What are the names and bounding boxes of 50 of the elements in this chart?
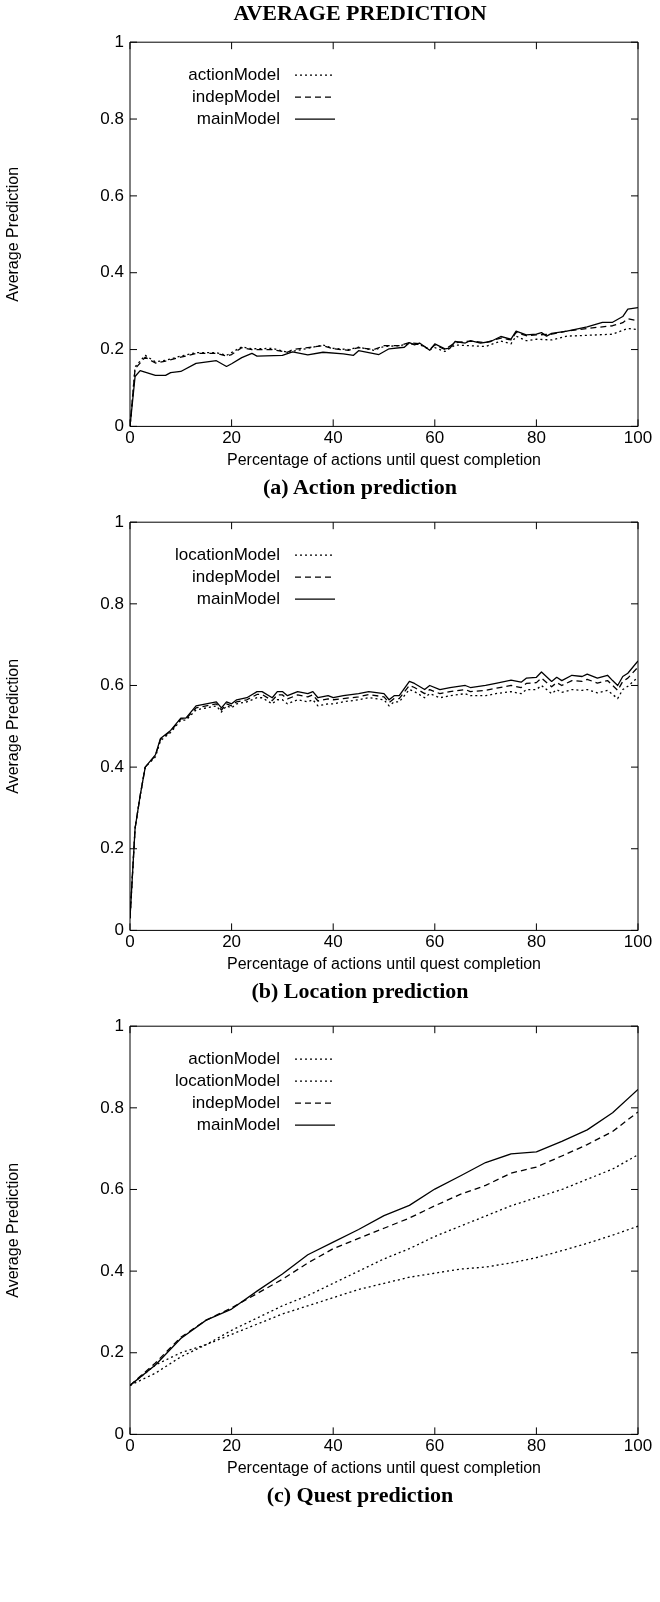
x-tick-label: 80 [526, 1436, 546, 1456]
x-tick-label: 80 [526, 428, 546, 448]
x-tick-label: 80 [526, 932, 546, 952]
y-tick-label: 0.6 [100, 675, 124, 695]
y-tick-label: 1 [114, 1015, 124, 1035]
legend-label: indepModel [192, 86, 280, 106]
legend-label: actionModel [188, 1048, 280, 1068]
x-tick-label: 40 [323, 932, 343, 952]
x-tick-label: 100 [623, 932, 653, 952]
legend-label: actionModel [188, 64, 280, 84]
legend-label: mainModel [196, 1114, 280, 1134]
y-tick-label: 0.6 [100, 185, 124, 205]
y-tick-label: 1 [114, 511, 124, 531]
legend-label: locationModel [175, 544, 280, 564]
x-tick-label: 60 [425, 428, 445, 448]
y-tick-label: 0.8 [100, 108, 124, 128]
x-tick-label: 20 [222, 428, 242, 448]
y-tick-label: 0.2 [100, 1342, 124, 1362]
y-tick-label: 0.8 [100, 593, 124, 613]
y-tick-label: 0.2 [100, 838, 124, 858]
x-axis-title: Percentage of actions until quest completion [227, 1458, 541, 1476]
chart-title: AVERAGE PREDICTION [232, 0, 488, 26]
legend-label: mainModel [196, 108, 280, 128]
text: (c) Quest prediction [265, 1481, 455, 1509]
x-axis-title: Percentage of actions until quest completion [227, 450, 541, 468]
y-tick-label: 0.8 [100, 1097, 124, 1117]
text: (b) Location prediction [250, 977, 470, 1005]
x-tick-label: 20 [222, 932, 242, 952]
x-tick-label: 40 [323, 428, 343, 448]
y-axis-title: Average Prediction [4, 166, 22, 302]
y-axis-title: Average Prediction [4, 1162, 22, 1298]
legend-label: mainModel [196, 588, 280, 608]
y-tick-label: 0.4 [100, 1260, 124, 1280]
legend-label: locationModel [175, 1070, 280, 1090]
x-tick-label: 100 [623, 428, 653, 448]
y-axis-title: Average Prediction [4, 658, 22, 794]
x-tick-label: 100 [623, 1436, 653, 1456]
y-tick-label: 0.4 [100, 262, 124, 282]
x-axis-title: Percentage of actions until quest completion [227, 954, 541, 972]
legend-label: indepModel [192, 1092, 280, 1112]
x-tick-label: 60 [425, 1436, 445, 1456]
legend-label: indepModel [192, 566, 280, 586]
text: (a) Action prediction [262, 473, 458, 501]
y-tick-label: 0.6 [100, 1179, 124, 1199]
y-tick-label: 0.2 [100, 339, 124, 359]
x-tick-label: 40 [323, 1436, 343, 1456]
y-tick-label: 1 [114, 31, 124, 51]
x-tick-label: 20 [222, 1436, 242, 1456]
y-tick-label: 0.4 [100, 756, 124, 776]
x-tick-label: 60 [425, 932, 445, 952]
